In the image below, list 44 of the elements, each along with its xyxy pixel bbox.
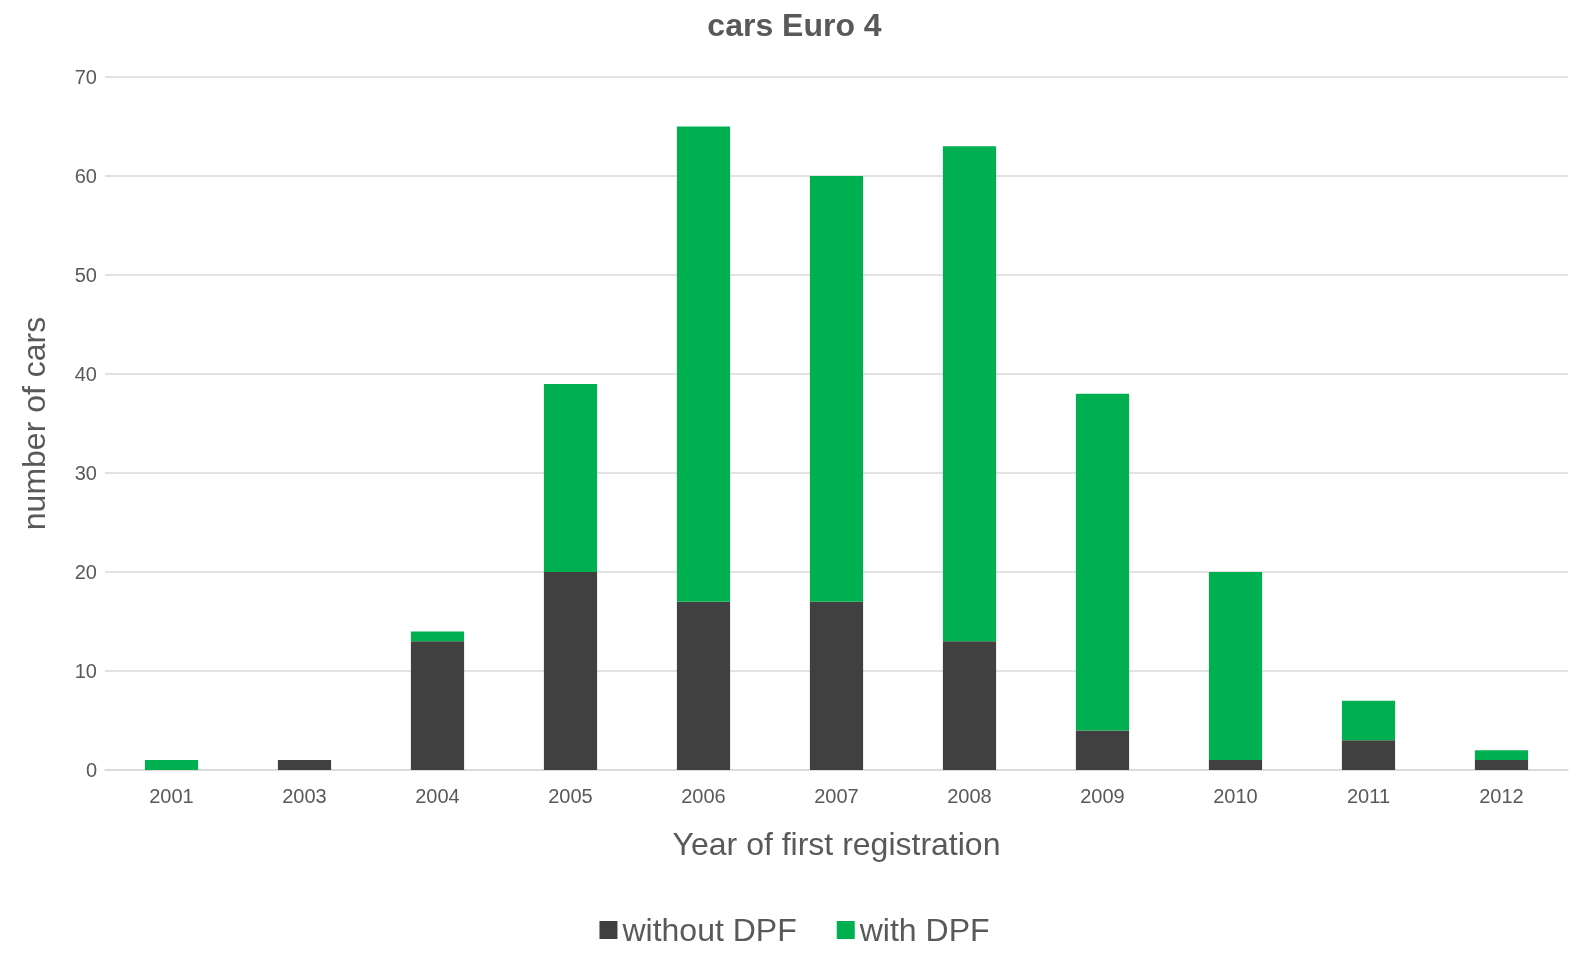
x-tick-label: 2005	[548, 785, 593, 807]
x-tick-label: 2004	[415, 785, 460, 807]
x-axis-title: Year of first registration	[672, 826, 1001, 862]
x-tick-label: 2009	[1080, 785, 1125, 807]
bar	[1341, 740, 1396, 770]
y-tick-label: 40	[74, 363, 97, 385]
bar	[1075, 730, 1130, 770]
chart-title: cars Euro 4	[707, 7, 882, 43]
bar	[543, 572, 598, 770]
y-tick-label: 20	[74, 561, 97, 583]
x-tick-label: 2007	[814, 785, 859, 807]
y-axis-title: number of cars	[16, 316, 52, 531]
y-tick-label: 0	[85, 759, 97, 781]
bar	[1075, 393, 1130, 731]
y-tick-label: 70	[74, 66, 97, 88]
x-tick-label: 2011	[1346, 785, 1391, 807]
bar	[410, 641, 465, 770]
bar	[1208, 760, 1263, 770]
bar	[1474, 760, 1529, 770]
x-tick-label: 2010	[1213, 785, 1258, 807]
bar	[277, 760, 332, 770]
bar	[676, 601, 731, 770]
x-tick-label: 2008	[947, 785, 992, 807]
bar	[676, 126, 731, 602]
x-tick-label: 2001	[149, 785, 194, 807]
x-tick-label: 2006	[681, 785, 726, 807]
bar	[144, 760, 199, 770]
legend-label: with DPF	[858, 912, 990, 948]
bar	[1208, 572, 1263, 761]
legend-label: without DPF	[621, 912, 797, 948]
bar	[1474, 750, 1529, 761]
x-tick-label: 2012	[1479, 785, 1524, 807]
y-tick-label: 30	[74, 462, 97, 484]
bar	[410, 631, 465, 642]
x-tick-label: 2003	[282, 785, 327, 807]
y-tick-label: 10	[74, 660, 97, 682]
bar	[942, 641, 997, 770]
bar	[543, 383, 598, 572]
y-tick-label: 60	[74, 165, 97, 187]
bar	[809, 176, 864, 602]
bar	[809, 601, 864, 770]
bar	[1341, 700, 1396, 741]
y-tick-label: 50	[74, 264, 97, 286]
bar	[942, 146, 997, 642]
